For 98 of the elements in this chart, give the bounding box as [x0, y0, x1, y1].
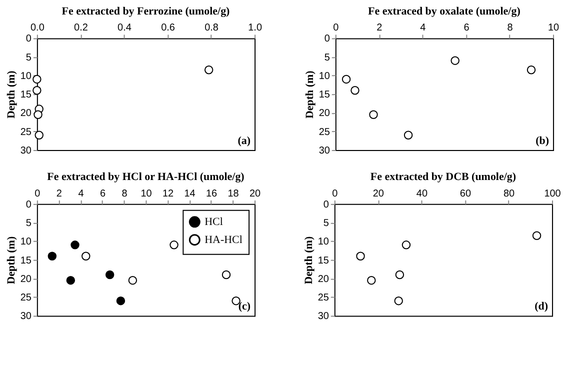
y-tick-label: 20 — [20, 274, 32, 285]
point — [204, 66, 214, 74]
y-tick-label: 10 — [318, 70, 330, 82]
y-tick-label: 15 — [318, 90, 330, 101]
x-tick-label: 4 — [420, 22, 426, 34]
x-tick-label: 0 — [34, 188, 41, 200]
point — [48, 252, 57, 260]
y-axis-title: Depth (m) — [5, 236, 18, 284]
x-tick-label: 16 — [206, 188, 218, 200]
x-tick-label: 0.8 — [204, 22, 219, 34]
legend-label: HCl — [204, 216, 223, 228]
point — [356, 252, 365, 260]
y-tick-label: 5 — [324, 52, 330, 64]
y-tick-label: 30 — [318, 146, 330, 157]
x-tick-label: 40 — [416, 188, 428, 200]
y-tick-label: 0 — [26, 199, 32, 210]
point — [70, 240, 80, 250]
x-tick-label: 80 — [503, 188, 515, 200]
x-tick-label: 100 — [544, 188, 562, 200]
y-tick-label: 0 — [323, 199, 330, 210]
x-tick-label: 0.6 — [161, 22, 176, 34]
point — [105, 270, 114, 280]
y-axis-title: Depth (m) — [5, 70, 18, 119]
x-tick-label: 6 — [100, 188, 106, 200]
x-tick-label: 2 — [56, 188, 62, 200]
point — [394, 296, 403, 306]
x-tick-label: 8 — [507, 22, 514, 34]
x-tick-label: 20 — [250, 188, 262, 200]
point — [34, 130, 44, 140]
y-tick-label: 25 — [20, 126, 32, 138]
x-tick-label: 20 — [372, 188, 384, 200]
y-tick-label: 25 — [318, 292, 330, 304]
y-tick-label: 20 — [318, 274, 330, 285]
point — [116, 296, 126, 306]
y-tick-label: 20 — [20, 108, 32, 120]
y-tick-label: 5 — [26, 52, 32, 64]
point — [342, 74, 351, 84]
y-tick-label: 15 — [20, 90, 32, 101]
point — [82, 252, 90, 260]
y-tick-label: 0 — [324, 34, 330, 45]
x-tick-label: 14 — [184, 188, 196, 200]
point — [66, 276, 76, 285]
annotation: (b) — [536, 135, 550, 148]
point — [34, 110, 42, 119]
annotation: (a) — [238, 135, 251, 148]
annotation: (c) — [238, 300, 251, 313]
x-tick-label: 1.0 — [248, 22, 262, 34]
x-tick-label: 10 — [548, 22, 560, 34]
chart-title: Fe extracted by DCB (umole/g) — [370, 170, 516, 183]
point — [32, 86, 42, 95]
point — [367, 276, 376, 285]
y-tick-label: 10 — [20, 236, 32, 248]
x-tick-label: 0 — [332, 188, 338, 200]
point — [369, 110, 378, 119]
point — [526, 66, 536, 74]
y-tick-label: 10 — [318, 236, 330, 248]
x-tick-label: 0.2 — [74, 22, 88, 34]
x-tick-label: 8 — [122, 188, 128, 200]
y-tick-label: 5 — [323, 218, 330, 230]
y-axis-title: Depth (m) — [302, 236, 315, 284]
x-tick-label: 12 — [162, 188, 174, 200]
point — [170, 240, 178, 250]
x-tick-label: 10 — [140, 188, 152, 200]
y-axis-title: Depth (m) — [304, 70, 316, 119]
x-tick-label: 0 — [333, 22, 340, 34]
legend-label: HA-HCl — [204, 234, 242, 246]
y-tick-label: 10 — [20, 70, 32, 82]
x-tick-label: 2 — [376, 22, 383, 34]
y-tick-label: 25 — [20, 292, 32, 304]
y-tick-label: 15 — [20, 255, 32, 266]
y-tick-label: 20 — [318, 108, 330, 120]
point — [404, 130, 413, 140]
point — [350, 86, 360, 95]
point — [395, 270, 404, 280]
x-tick-label: 4 — [78, 188, 84, 200]
point — [32, 74, 42, 84]
y-tick-label: 30 — [20, 146, 32, 157]
y-tick-label: 30 — [318, 311, 330, 322]
y-tick-label: 0 — [26, 34, 32, 45]
chart-title: Fe extracted by HCl or HA-HCl (umole/g) — [47, 170, 245, 183]
point — [222, 270, 231, 280]
point — [532, 231, 542, 240]
y-tick-label: 5 — [26, 218, 32, 230]
chart-title: Fe extraced by oxalate (umole/g) — [368, 5, 521, 18]
point — [232, 296, 240, 306]
x-tick-label: 6 — [464, 22, 470, 34]
x-tick-label: 18 — [228, 188, 240, 200]
point — [128, 276, 138, 285]
y-tick-label: 25 — [318, 126, 330, 138]
y-tick-label: 30 — [20, 311, 32, 322]
x-tick-label: 0.0 — [30, 22, 45, 34]
point — [402, 240, 411, 250]
y-tick-label: 15 — [318, 255, 330, 266]
annotation: (d) — [534, 300, 548, 313]
x-tick-label: 60 — [460, 188, 472, 200]
x-tick-label: 0.4 — [118, 22, 132, 34]
chart-title: Fe extracted by Ferrozine (umole/g) — [62, 5, 230, 18]
point — [450, 56, 460, 65]
